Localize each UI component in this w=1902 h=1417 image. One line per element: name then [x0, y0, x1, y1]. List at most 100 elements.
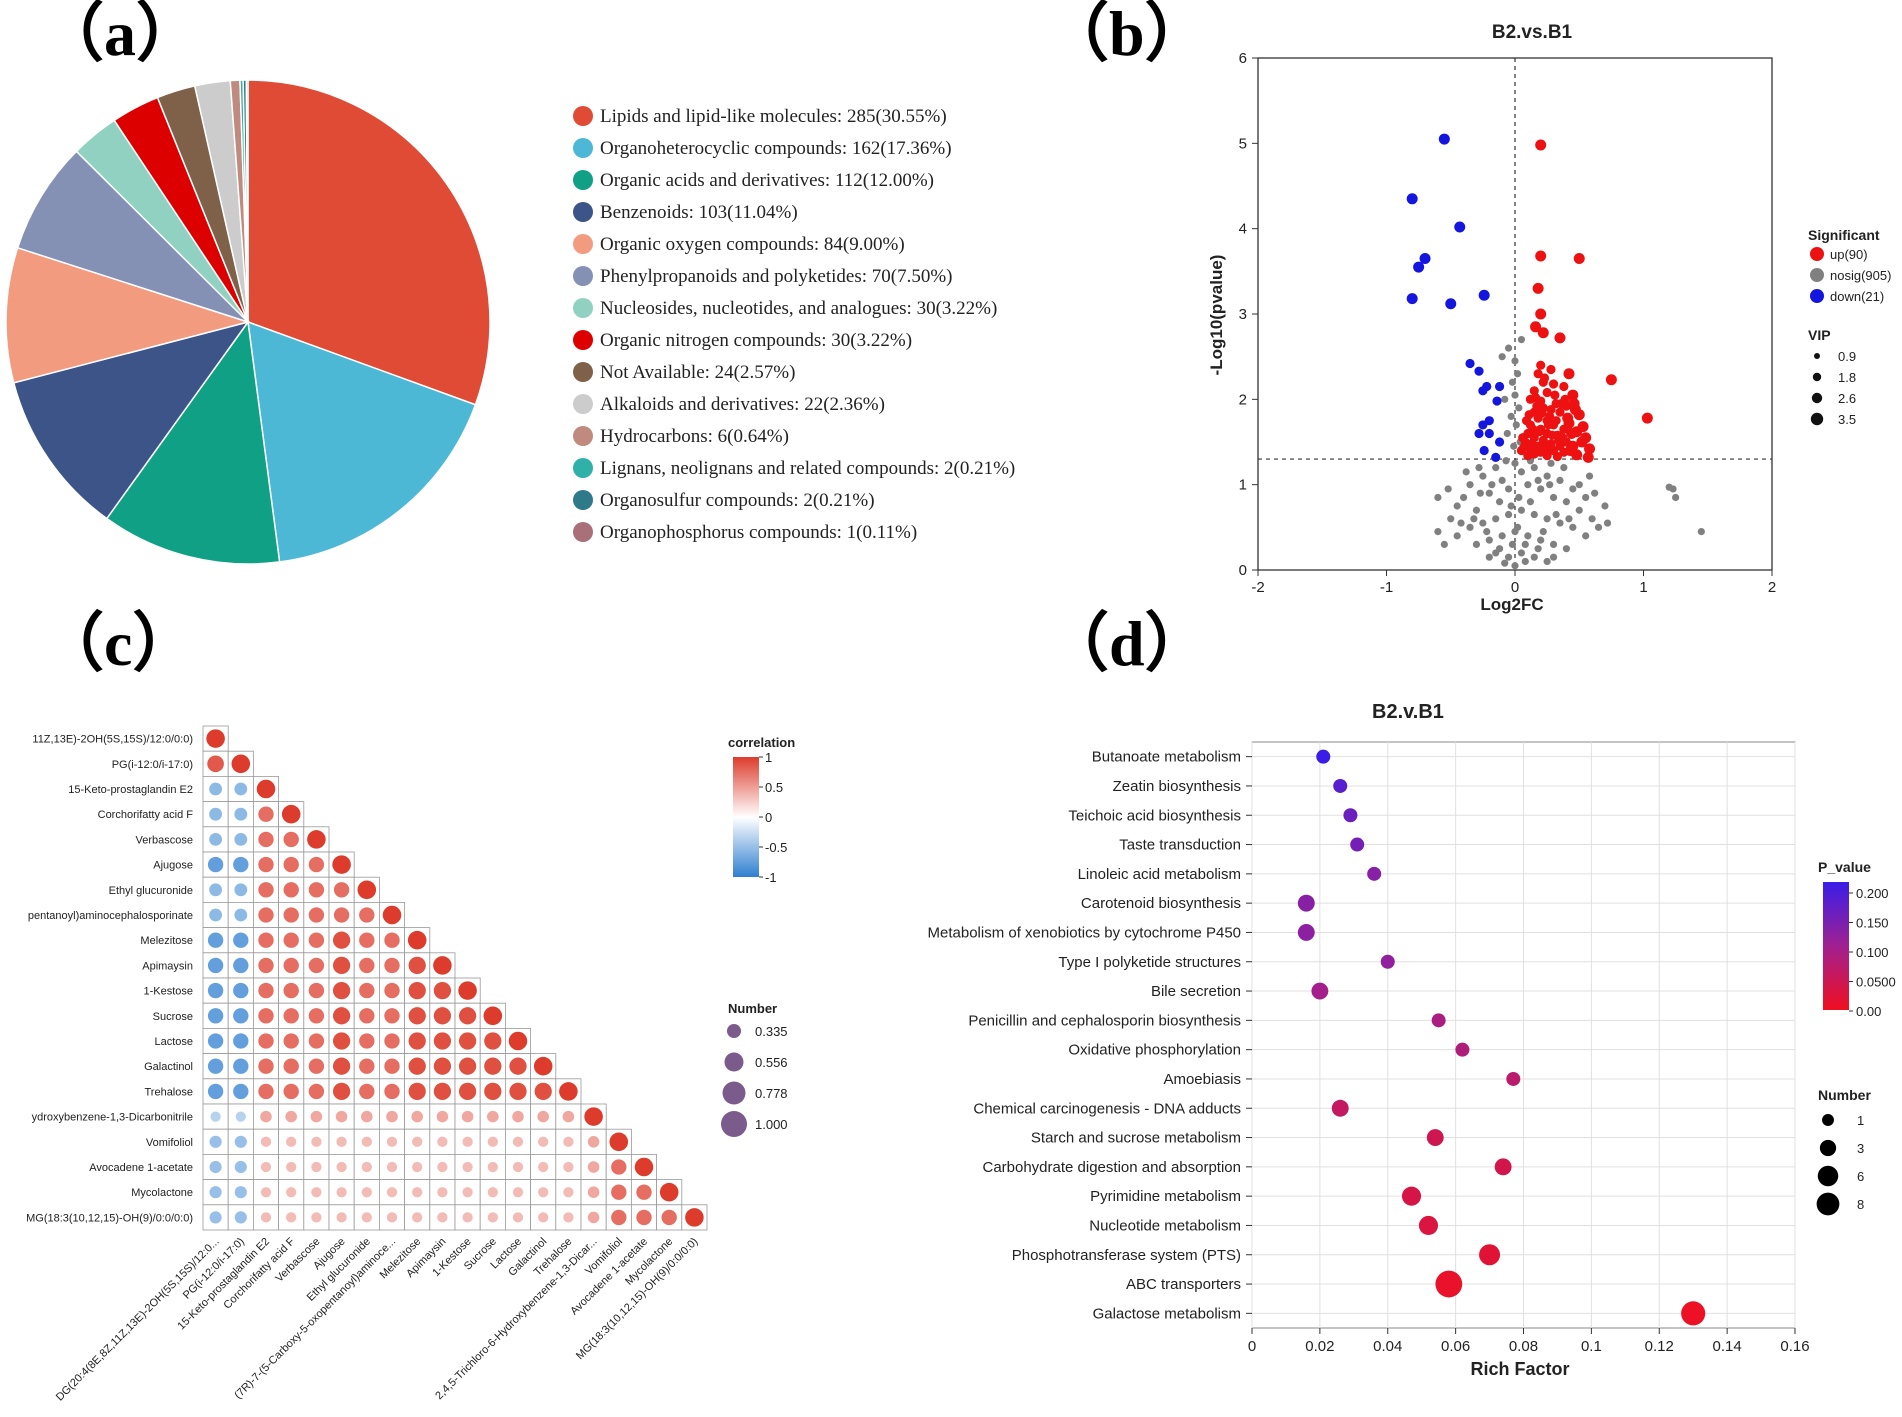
volcano-point-nosig — [1582, 493, 1590, 502]
pathway-label: Carbohydrate digestion and absorption — [982, 1159, 1241, 1176]
volcano-point-nosig — [1601, 502, 1609, 510]
corr-circle — [258, 1058, 274, 1074]
corr-circle — [384, 1008, 400, 1024]
volcano-point-up — [1551, 416, 1561, 426]
volcano-point-nosig — [1513, 370, 1522, 378]
corr-circle — [384, 1033, 400, 1049]
x-tick-label: 0.12 — [1645, 1338, 1674, 1355]
volcano-point-down — [1465, 358, 1475, 369]
corr-circle — [209, 908, 223, 922]
corr-circle — [209, 1211, 222, 1224]
corr-circle — [234, 1135, 247, 1148]
volcano-point-up — [1560, 394, 1570, 404]
corr-circle — [332, 981, 351, 1000]
volcano-point-up — [1548, 379, 1559, 389]
enrichment-point — [1367, 866, 1382, 881]
volcano-point-nosig — [1603, 519, 1612, 527]
corr-circle — [458, 1032, 477, 1050]
corr-row-label: Melezitose — [140, 935, 193, 947]
corr-circle — [283, 932, 299, 948]
pie-legend-swatch — [573, 202, 593, 222]
corr-circle — [508, 1031, 528, 1051]
corr-circle — [285, 1110, 297, 1123]
corr-cell — [202, 1179, 229, 1206]
corr-circle — [487, 1161, 498, 1173]
x-tick-label: 0.08 — [1509, 1338, 1538, 1355]
corr-circle — [361, 1110, 373, 1123]
volcano-point-nosig — [1534, 476, 1542, 484]
volcano-point-down — [1413, 261, 1425, 273]
volcano-point-up — [1536, 360, 1546, 370]
pie-legend-swatch — [573, 458, 593, 478]
volcano-point-nosig — [1669, 485, 1677, 493]
volcano-point-nosig — [1594, 523, 1603, 531]
vip-legend-swatch — [1810, 412, 1824, 426]
corr-circle — [512, 1161, 524, 1173]
pathway-label: Chemical carcinogenesis - DNA adducts — [973, 1100, 1241, 1117]
corr-circle — [462, 1136, 473, 1147]
corr-circle — [209, 883, 223, 897]
corr-circle — [336, 1161, 347, 1173]
corr-circle — [386, 1136, 398, 1147]
corr-row-label: Mycolactone — [131, 1187, 193, 1199]
volcano-point-nosig — [1556, 519, 1564, 527]
volcano-point-up — [1584, 443, 1596, 455]
volcano-point-down — [1491, 452, 1501, 462]
volcano-point-down — [1478, 386, 1488, 396]
enrichment-xlabel: Rich Factor — [1470, 1359, 1569, 1379]
corr-row-label: Vomifoliol — [146, 1137, 193, 1149]
corr-circle — [308, 1033, 325, 1049]
enrichment-point — [1435, 1270, 1463, 1298]
corr-circle — [283, 907, 299, 923]
corr-circle — [412, 1187, 423, 1198]
colorbar-tick-label: 0.100 — [1856, 945, 1889, 960]
corr-circle — [433, 1007, 452, 1025]
pathway-label: Nucleotide metabolism — [1089, 1217, 1241, 1234]
volcano-point-nosig — [1524, 481, 1532, 489]
volcano-point-down — [1474, 428, 1484, 439]
volcano-point-up — [1576, 436, 1588, 448]
vip-legend-label: 3.5 — [1838, 412, 1856, 427]
panel-label-d: （d） — [1045, 608, 1209, 679]
volcano-point-nosig — [1504, 553, 1513, 561]
significance-legend-label: down(21) — [1830, 289, 1884, 304]
number-legend-swatch — [721, 1111, 747, 1137]
significance-legend-title: Significant — [1808, 227, 1880, 243]
pathway-label: Phosphotransferase system (PTS) — [1012, 1247, 1241, 1264]
corr-row-label: Trehalose — [144, 1086, 193, 1098]
enrichment-point — [1297, 924, 1315, 941]
corr-circle — [461, 1110, 474, 1123]
volcano-point-down — [1438, 133, 1450, 145]
corr-circle — [533, 1056, 553, 1076]
corr-circle — [308, 1058, 325, 1074]
number-legend-label: 0.778 — [755, 1086, 788, 1101]
corr-circle — [258, 1008, 274, 1024]
volcano-point-up — [1566, 427, 1578, 439]
volcano-point-nosig — [1575, 481, 1583, 489]
volcano-point-nosig — [1539, 528, 1547, 536]
corr-circle — [281, 804, 301, 824]
corr-circle — [433, 956, 452, 975]
volcano-point-down — [1419, 253, 1431, 265]
corr-row-label: Apimaysin — [142, 960, 193, 972]
vip-legend-swatch — [1811, 392, 1823, 404]
corr-circle — [436, 1110, 449, 1123]
x-tick-label: 0.1 — [1581, 1338, 1602, 1355]
corr-cell — [378, 1204, 405, 1231]
volcano-point-up — [1523, 451, 1533, 461]
volcano-point-nosig — [1466, 481, 1474, 489]
enrichment-point — [1333, 778, 1348, 793]
pathway-label: Starch and sucrose metabolism — [1031, 1130, 1241, 1147]
volcano-point-up — [1641, 412, 1653, 424]
corr-circle — [207, 982, 224, 999]
enrichment-point — [1297, 894, 1315, 912]
corr-circle — [234, 782, 248, 796]
pathway-label: Pyrimidine metabolism — [1090, 1188, 1241, 1205]
volcano-point-up — [1577, 421, 1589, 433]
correlation-legend-title: correlation — [728, 735, 795, 750]
corr-row-label: Ajugose — [153, 860, 193, 872]
corr-circle — [487, 1110, 499, 1123]
corr-row-label: ydroxybenzene-1,3-Dicarbonitrile — [32, 1112, 193, 1124]
corr-circle — [209, 1160, 222, 1174]
corr-circle — [384, 1083, 400, 1100]
